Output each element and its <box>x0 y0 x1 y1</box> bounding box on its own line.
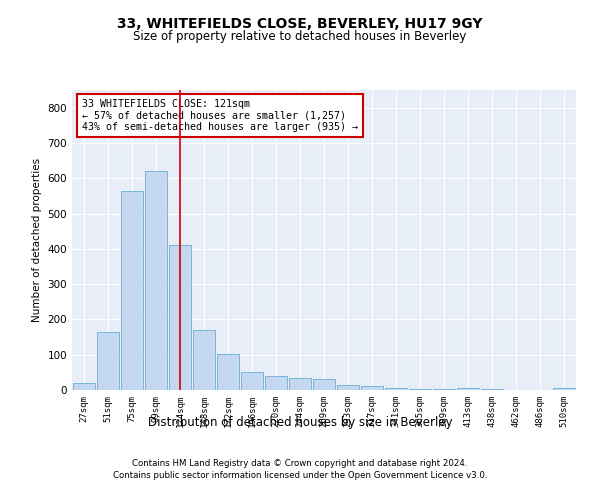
Bar <box>97 332 119 390</box>
Text: Contains public sector information licensed under the Open Government Licence v3: Contains public sector information licen… <box>113 470 487 480</box>
Y-axis label: Number of detached properties: Number of detached properties <box>32 158 42 322</box>
Bar <box>217 354 239 390</box>
Text: Size of property relative to detached houses in Beverley: Size of property relative to detached ho… <box>133 30 467 43</box>
Bar <box>361 386 383 390</box>
Bar <box>385 388 407 390</box>
Bar <box>337 385 359 390</box>
Text: Contains HM Land Registry data © Crown copyright and database right 2024.: Contains HM Land Registry data © Crown c… <box>132 460 468 468</box>
Bar <box>241 372 263 390</box>
Bar <box>457 388 479 390</box>
Bar <box>121 192 143 390</box>
Text: 33, WHITEFIELDS CLOSE, BEVERLEY, HU17 9GY: 33, WHITEFIELDS CLOSE, BEVERLEY, HU17 9G… <box>117 18 483 32</box>
Bar <box>433 388 455 390</box>
Bar <box>145 171 167 390</box>
Text: 33 WHITEFIELDS CLOSE: 121sqm
← 57% of detached houses are smaller (1,257)
43% of: 33 WHITEFIELDS CLOSE: 121sqm ← 57% of de… <box>82 99 358 132</box>
Bar <box>289 378 311 390</box>
Text: Distribution of detached houses by size in Beverley: Distribution of detached houses by size … <box>148 416 452 429</box>
Bar <box>313 380 335 390</box>
Bar <box>553 388 575 390</box>
Bar <box>73 383 95 390</box>
Bar <box>265 376 287 390</box>
Bar <box>409 388 431 390</box>
Bar <box>193 330 215 390</box>
Bar <box>169 244 191 390</box>
